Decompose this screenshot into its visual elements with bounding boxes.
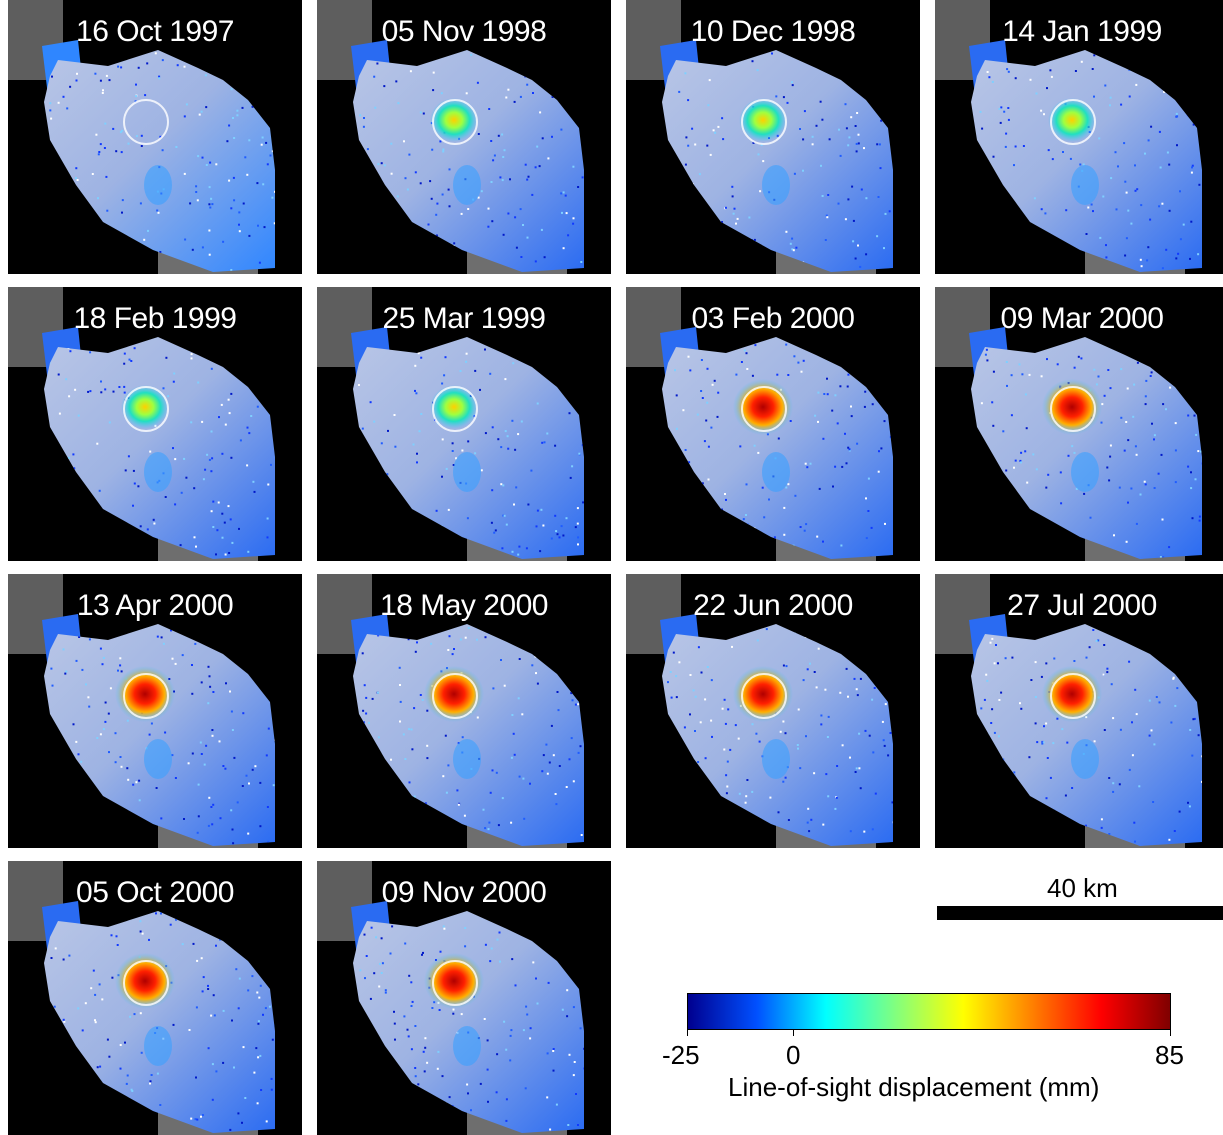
- deformation-map: [626, 0, 893, 274]
- panel-7: 03 Feb 2000: [626, 287, 920, 561]
- panel-date: 09 Mar 2000: [1000, 302, 1164, 335]
- panel-date: 09 Nov 2000: [381, 876, 547, 909]
- panel-date: 18 May 2000: [380, 589, 548, 622]
- colorbar-tick-min: [687, 1030, 688, 1036]
- panel-date: 03 Feb 2000: [691, 302, 855, 335]
- deformation-map: [317, 0, 584, 274]
- panel-date: 05 Nov 1998: [381, 15, 547, 48]
- panel-4: 14 Jan 1999: [935, 0, 1223, 274]
- panel-13: 05 Oct 2000: [8, 861, 302, 1135]
- panel-6: 25 Mar 1999: [317, 287, 611, 561]
- panel-date: 25 Mar 1999: [382, 302, 546, 335]
- colorbar-min-label: -25: [662, 1040, 700, 1070]
- deformation-map: [8, 287, 275, 561]
- panel-9: 13 Apr 2000: [8, 574, 302, 848]
- panel-date: 27 Jul 2000: [1007, 589, 1157, 622]
- deformation-map: [317, 574, 584, 848]
- panel-date: 16 Oct 1997: [76, 15, 234, 48]
- deformation-map: [935, 287, 1202, 561]
- deformation-map: [8, 861, 275, 1135]
- colorbar-title: Line-of-sight displacement (mm): [728, 1072, 1100, 1102]
- panel-11: 22 Jun 2000: [626, 574, 920, 848]
- deformation-map: [8, 574, 275, 848]
- colorbar: [687, 993, 1171, 1030]
- panel-1: 16 Oct 1997: [8, 0, 302, 274]
- deformation-map: [935, 574, 1202, 848]
- deformation-map: [8, 0, 275, 274]
- panel-5: 18 Feb 1999: [8, 287, 302, 561]
- deformation-map: [317, 861, 584, 1135]
- colorbar-tick-max: [1170, 1030, 1171, 1036]
- panel-8: 09 Mar 2000: [935, 287, 1223, 561]
- deformation-map: [626, 287, 893, 561]
- panel-date: 10 Dec 1998: [690, 15, 856, 48]
- panel-12: 27 Jul 2000: [935, 574, 1223, 848]
- deformation-map: [317, 287, 584, 561]
- panel-2: 05 Nov 1998: [317, 0, 611, 274]
- colorbar-zero-label: 0: [786, 1040, 801, 1070]
- panel-date: 13 Apr 2000: [76, 589, 234, 622]
- panel-14: 09 Nov 2000: [317, 861, 611, 1135]
- colorbar-max-label: 85: [1155, 1040, 1184, 1070]
- panel-date: 05 Oct 2000: [76, 876, 234, 909]
- panel-date: 18 Feb 1999: [73, 302, 237, 335]
- scalebar-label: 40 km: [1047, 873, 1118, 903]
- panel-3: 10 Dec 1998: [626, 0, 920, 274]
- panel-date: 22 Jun 2000: [693, 589, 853, 622]
- scalebar-bar: [937, 906, 1223, 920]
- colorbar-tick-zero: [793, 1030, 794, 1036]
- panel-10: 18 May 2000: [317, 574, 611, 848]
- panel-date: 14 Jan 1999: [1002, 15, 1162, 48]
- deformation-map: [626, 574, 893, 848]
- deformation-map: [935, 0, 1202, 274]
